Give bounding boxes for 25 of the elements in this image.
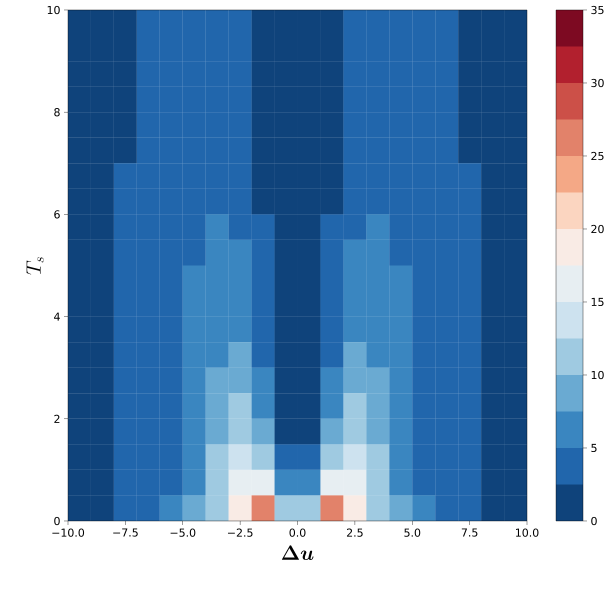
x-tick-label: −10.0 [52, 528, 84, 537]
y-tick-label: 4 [54, 312, 60, 321]
x-tick-label: 10.0 [516, 528, 538, 537]
color-bar-label: 10 [592, 370, 604, 380]
y-tick-label: 8 [54, 108, 60, 116]
color-bar-label: 5 [591, 444, 597, 452]
x-axis-title: $\bm{\Delta u}$ [282, 545, 314, 560]
color-bar-label: 25 [591, 152, 604, 160]
y-tick-label: 6 [54, 210, 60, 219]
color-bar-label: 15 [592, 298, 604, 306]
color-bar-label: 30 [591, 78, 604, 88]
y-tick-label: 10 [48, 6, 60, 14]
x-tick-label: −5.0 [170, 528, 196, 537]
y-axis-title: $T_s$ [26, 257, 44, 274]
color-bar-label: 35 [591, 6, 604, 14]
x-tick-label: 2.5 [346, 528, 363, 537]
x-tick-label: 0.0 [290, 528, 306, 537]
color-bar-label: 20 [591, 224, 604, 234]
x-tick-label: 7.5 [462, 528, 478, 537]
x-tick-label: −7.5 [113, 528, 138, 537]
color-bar-label: 0 [591, 516, 597, 526]
y-tick-label: 0 [54, 516, 60, 526]
x-tick-label: −2.5 [228, 528, 252, 537]
y-tick-label: 2 [54, 414, 60, 423]
x-tick-label: 5.0 [404, 528, 420, 537]
